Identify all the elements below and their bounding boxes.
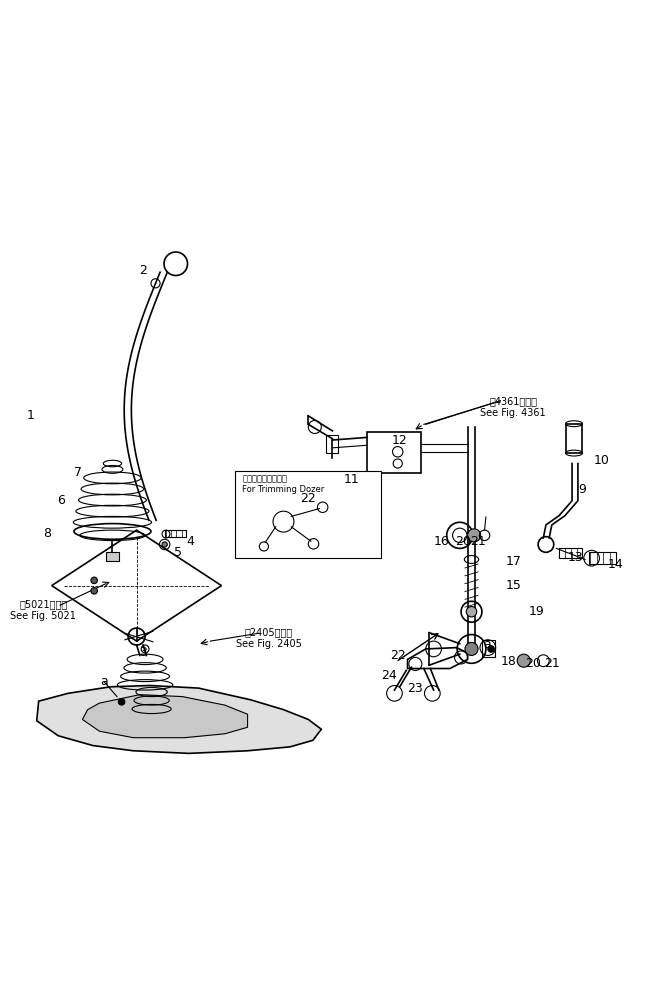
Text: 17: 17	[505, 555, 521, 568]
Text: 24: 24	[381, 668, 397, 681]
Text: 13: 13	[568, 551, 584, 564]
Text: 1: 1	[26, 409, 34, 422]
Text: 9: 9	[579, 483, 587, 496]
Bar	[589, 552, 616, 564]
Circle shape	[465, 642, 478, 655]
Circle shape	[488, 646, 494, 652]
Text: a: a	[100, 675, 108, 688]
Polygon shape	[82, 695, 248, 738]
Text: 16: 16	[434, 535, 449, 548]
Circle shape	[164, 252, 187, 275]
Text: 22: 22	[390, 649, 405, 662]
Text: 14: 14	[607, 557, 623, 571]
Circle shape	[91, 578, 97, 584]
Text: 6: 6	[58, 494, 66, 507]
FancyBboxPatch shape	[235, 472, 382, 557]
Bar	[165, 530, 185, 537]
Text: 11: 11	[344, 473, 360, 486]
Circle shape	[466, 607, 477, 617]
Bar	[566, 423, 583, 453]
Text: 21: 21	[545, 657, 560, 670]
Text: 10: 10	[594, 454, 610, 467]
Bar	[559, 548, 583, 557]
Circle shape	[118, 699, 125, 705]
Circle shape	[162, 542, 168, 547]
Circle shape	[468, 529, 481, 542]
Bar	[326, 434, 338, 453]
Bar	[106, 551, 119, 561]
Text: 5: 5	[173, 546, 182, 559]
Text: 12: 12	[392, 433, 407, 447]
Text: 8: 8	[43, 527, 51, 540]
Text: a: a	[484, 638, 491, 651]
Text: 22: 22	[300, 492, 316, 505]
Text: 3: 3	[139, 646, 147, 659]
Text: 2: 2	[139, 264, 147, 277]
Text: 19: 19	[529, 605, 545, 618]
Text: 笥4361図参照
See Fig. 4361: 笥4361図参照 See Fig. 4361	[480, 396, 546, 418]
Text: 笥2405図参照
See Fig. 2405: 笥2405図参照 See Fig. 2405	[236, 627, 302, 648]
Text: 笥5021図参照
See Fig. 5021: 笥5021図参照 See Fig. 5021	[11, 599, 76, 621]
Text: 4: 4	[187, 534, 194, 547]
Circle shape	[517, 654, 530, 667]
Text: 23: 23	[407, 681, 423, 695]
Bar	[482, 640, 495, 657]
Text: トリミングドーザ用
For Trimming Dozer: トリミングドーザ用 For Trimming Dozer	[242, 475, 325, 494]
Text: 20: 20	[455, 534, 471, 547]
Text: 7: 7	[74, 466, 82, 479]
Circle shape	[91, 588, 97, 594]
Text: 15: 15	[505, 580, 521, 592]
Polygon shape	[37, 685, 321, 753]
Bar	[367, 432, 420, 473]
Text: 20: 20	[525, 657, 541, 670]
Text: 18: 18	[501, 655, 516, 668]
Text: 21: 21	[470, 534, 486, 547]
